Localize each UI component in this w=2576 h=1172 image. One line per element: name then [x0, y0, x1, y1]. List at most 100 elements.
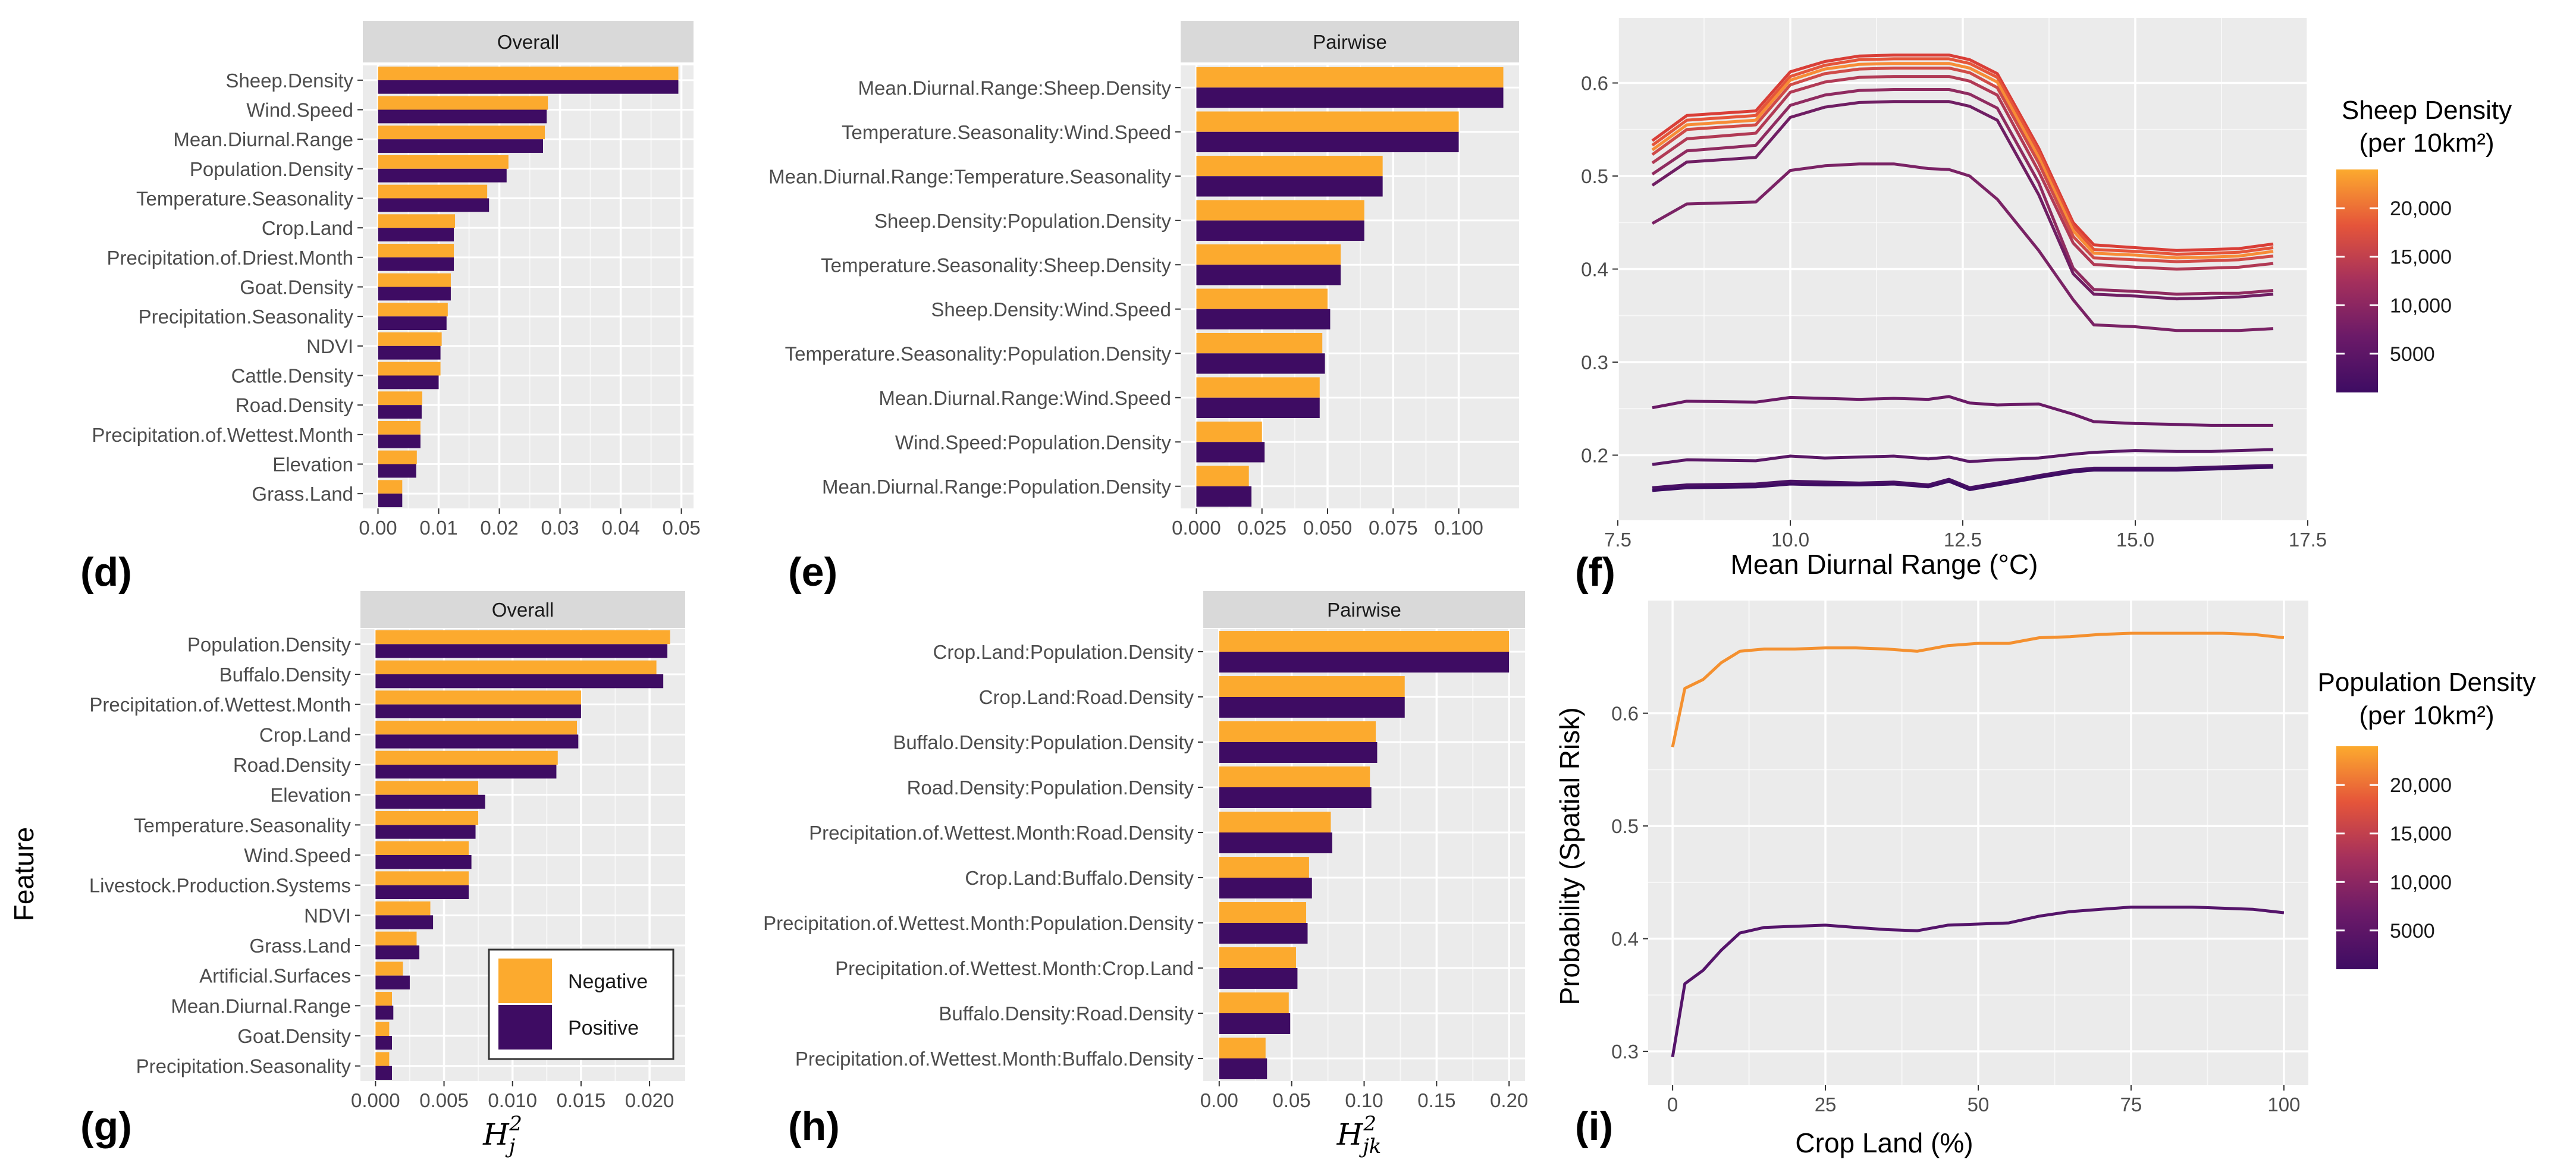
category-label: Mean.Diurnal.Range: [173, 128, 353, 150]
facet-strip: [363, 21, 694, 62]
bar-positive: [378, 228, 454, 242]
colorbar-tick-label: 10,000: [2390, 871, 2452, 894]
facet-strip-label: Overall: [492, 599, 554, 621]
x-tick-label: 0.03: [541, 517, 579, 539]
bar-negative: [378, 184, 488, 199]
bar-negative: [1196, 332, 1323, 354]
x-tick-label: 0.01: [419, 517, 457, 539]
colorbar: [2336, 746, 2378, 969]
x-tick-label: 0.000: [1172, 517, 1221, 539]
x-tick-label: 0.025: [1237, 517, 1287, 539]
bar-negative: [375, 811, 479, 825]
category-label: Wind.Speed: [246, 99, 353, 121]
bar-positive: [375, 644, 668, 658]
series-line: [1651, 62, 2274, 260]
bar-negative: [378, 332, 442, 346]
legend-swatch-negative: [498, 959, 552, 1003]
bar-negative: [1196, 466, 1249, 486]
category-label: Elevation: [272, 454, 353, 476]
f-x-axis-title: Mean Diurnal Range (°C): [1731, 549, 2038, 580]
bar-positive: [1219, 652, 1510, 673]
category-label: Crop.Land:Buffalo.Density: [965, 867, 1194, 889]
category-label: Temperature.Seasonality:Population.Densi…: [785, 343, 1172, 365]
bar-positive: [375, 975, 410, 989]
feature-axis-title: Feature: [8, 827, 39, 922]
bar-negative: [378, 214, 456, 228]
bar-positive: [378, 139, 543, 153]
panel-label-g: (g): [80, 1104, 132, 1149]
population-density-legend-subtitle: (per 10km²): [2359, 701, 2494, 730]
sheep-density-legend-title: Sheep Density: [2342, 96, 2512, 125]
bar-negative: [1219, 902, 1307, 923]
panel-label-h: (h): [788, 1104, 840, 1149]
category-label: Sheep.Density:Population.Density: [874, 210, 1171, 232]
category-label: Precipitation.of.Wettest.Month:Road.Dens…: [809, 822, 1194, 844]
category-label: Precipitation.of.Wettest.Month: [92, 424, 353, 446]
bar-negative: [378, 480, 403, 494]
x-tick-label: 7.5: [1604, 529, 1631, 551]
bar-positive: [378, 109, 547, 124]
bar-negative: [378, 450, 417, 464]
category-label: Crop.Land:Population.Density: [933, 641, 1194, 663]
category-label: Livestock.Production.Systems: [89, 875, 351, 897]
bar-negative: [1196, 200, 1364, 221]
i-x-axis-title: Crop Land (%): [1795, 1127, 1973, 1158]
series-line: [1651, 100, 2274, 301]
bar-positive: [378, 464, 416, 478]
category-label: Wind.Speed: [244, 844, 351, 866]
colorbar-tick-label: 15,000: [2390, 823, 2452, 846]
x-tick-label: 0.00: [359, 517, 397, 539]
bar-positive: [375, 825, 476, 839]
x-tick-label: 0.04: [601, 517, 639, 539]
bar-positive: [378, 287, 451, 301]
bar-negative: [375, 871, 469, 885]
bar-negative: [378, 273, 451, 287]
bar-positive: [1219, 787, 1372, 808]
category-label: Grass.Land: [249, 935, 351, 957]
bar-positive: [378, 375, 439, 389]
bar-positive: [375, 945, 420, 960]
y-tick-label: 0.4: [1611, 928, 1639, 950]
bar-negative: [378, 243, 454, 257]
facet-strip: [360, 591, 685, 628]
bar-negative: [375, 901, 431, 916]
bar-positive: [378, 257, 454, 271]
category-label: Precipitation.of.Wettest.Month:Buffalo.D…: [795, 1048, 1194, 1070]
facet-strip-label: Pairwise: [1313, 31, 1387, 53]
category-label: Crop.Land: [259, 724, 351, 746]
series-line: [1652, 448, 2274, 466]
category-label: NDVI: [304, 904, 351, 926]
x-tick-label: 50: [1968, 1094, 1990, 1116]
bar-negative: [375, 721, 577, 735]
colorbar-tick-label: 5000: [2390, 920, 2435, 942]
y-tick-label: 0.5: [1581, 165, 1608, 187]
bar-positive: [375, 704, 581, 718]
x-tick-label: 0.00: [1200, 1089, 1238, 1111]
bar-positive: [375, 915, 434, 929]
bar-negative: [375, 841, 469, 855]
colorbar-tick-label: 10,000: [2390, 294, 2452, 317]
bar-positive: [375, 734, 579, 749]
bar-negative: [1196, 288, 1328, 309]
bar-positive: [1219, 878, 1312, 898]
series-line: [1651, 162, 2274, 332]
category-label: Goat.Density: [240, 276, 353, 299]
category-label: Precipitation.of.Wettest.Month:Populatio…: [763, 912, 1194, 934]
bar-positive: [1219, 968, 1298, 989]
category-label: Precipitation.of.Driest.Month: [106, 247, 353, 269]
category-label: Road.Density:Population.Density: [907, 777, 1194, 799]
bar-legend: Negative Positive: [488, 948, 674, 1060]
x-tick-label: 0.05: [662, 517, 700, 539]
x-tick-label: 0.15: [1417, 1089, 1455, 1111]
colorbar-tick-label: 15,000: [2390, 246, 2452, 269]
bar-negative: [375, 660, 657, 674]
panel-label-d: (d): [80, 549, 132, 595]
bar-negative: [1196, 421, 1262, 442]
bar-negative: [1196, 377, 1320, 398]
x-tick-label: 12.5: [1944, 529, 1982, 551]
category-label: Wind.Speed:Population.Density: [895, 431, 1172, 453]
bar-negative: [375, 992, 392, 1006]
x-tick-label: 15.0: [2116, 529, 2154, 551]
x-tick-label: 0.010: [488, 1089, 537, 1111]
bar-positive: [375, 885, 469, 899]
